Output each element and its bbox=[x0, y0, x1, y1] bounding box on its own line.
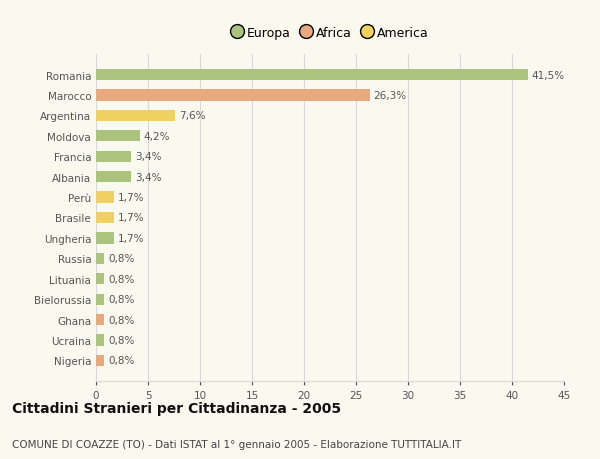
Text: 0,8%: 0,8% bbox=[109, 295, 135, 304]
Bar bbox=[96, 355, 104, 366]
Bar bbox=[96, 172, 131, 183]
Bar bbox=[96, 233, 113, 244]
Bar bbox=[96, 253, 104, 264]
Bar bbox=[96, 70, 527, 81]
Text: 0,8%: 0,8% bbox=[109, 356, 135, 365]
Text: 0,8%: 0,8% bbox=[109, 335, 135, 345]
Text: 1,7%: 1,7% bbox=[118, 233, 145, 243]
Bar bbox=[96, 111, 175, 122]
Bar bbox=[96, 335, 104, 346]
Text: 41,5%: 41,5% bbox=[532, 71, 565, 80]
Text: 1,7%: 1,7% bbox=[118, 213, 145, 223]
Text: 7,6%: 7,6% bbox=[179, 111, 206, 121]
Text: Cittadini Stranieri per Cittadinanza - 2005: Cittadini Stranieri per Cittadinanza - 2… bbox=[12, 402, 341, 415]
Bar bbox=[96, 151, 131, 162]
Text: 3,4%: 3,4% bbox=[136, 172, 162, 182]
Text: 0,8%: 0,8% bbox=[109, 274, 135, 284]
Text: 0,8%: 0,8% bbox=[109, 315, 135, 325]
Bar bbox=[96, 131, 140, 142]
Text: 4,2%: 4,2% bbox=[144, 132, 170, 141]
Text: COMUNE DI COAZZE (TO) - Dati ISTAT al 1° gennaio 2005 - Elaborazione TUTTITALIA.: COMUNE DI COAZZE (TO) - Dati ISTAT al 1°… bbox=[12, 439, 461, 449]
Text: 1,7%: 1,7% bbox=[118, 193, 145, 203]
Legend: Europa, Africa, America: Europa, Africa, America bbox=[227, 22, 433, 45]
Text: 3,4%: 3,4% bbox=[136, 152, 162, 162]
Bar bbox=[96, 274, 104, 285]
Bar bbox=[96, 192, 113, 203]
Text: 0,8%: 0,8% bbox=[109, 254, 135, 264]
Bar bbox=[96, 90, 370, 101]
Text: 26,3%: 26,3% bbox=[374, 91, 407, 101]
Bar bbox=[96, 213, 113, 224]
Bar bbox=[96, 294, 104, 305]
Bar bbox=[96, 314, 104, 325]
